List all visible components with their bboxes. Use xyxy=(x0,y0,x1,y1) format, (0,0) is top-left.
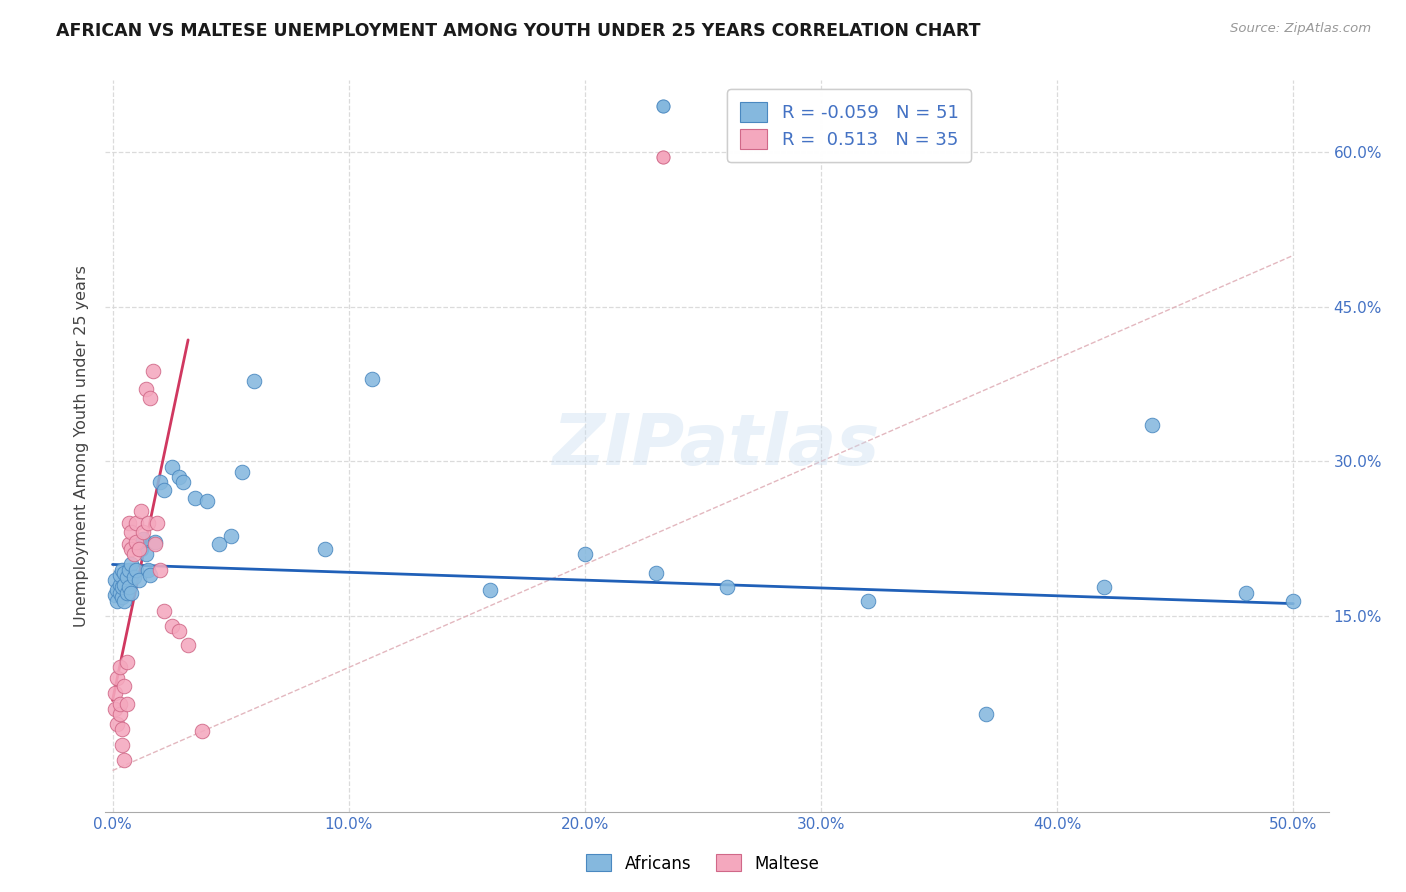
Point xyxy=(105,583,128,598)
Point xyxy=(184,491,207,505)
Point xyxy=(105,671,128,685)
Point xyxy=(142,364,165,378)
Point xyxy=(108,586,131,600)
Point xyxy=(143,537,166,551)
Point xyxy=(111,723,134,737)
Point xyxy=(108,567,131,582)
Text: Source: ZipAtlas.com: Source: ZipAtlas.com xyxy=(1230,22,1371,36)
Point xyxy=(104,588,127,602)
Point xyxy=(172,475,194,489)
Point xyxy=(105,717,128,731)
Point xyxy=(153,483,176,498)
Y-axis label: Unemployment Among Youth under 25 years: Unemployment Among Youth under 25 years xyxy=(75,265,90,627)
Point xyxy=(115,570,138,584)
Point xyxy=(177,638,200,652)
Point xyxy=(479,583,502,598)
Point xyxy=(111,591,134,605)
Point xyxy=(191,724,214,739)
Point xyxy=(115,697,138,711)
Point xyxy=(231,465,253,479)
Text: AFRICAN VS MALTESE UNEMPLOYMENT AMONG YOUTH UNDER 25 YEARS CORRELATION CHART: AFRICAN VS MALTESE UNEMPLOYMENT AMONG YO… xyxy=(56,22,981,40)
Point xyxy=(125,534,148,549)
Point xyxy=(716,580,738,594)
Point xyxy=(208,537,231,551)
Point xyxy=(108,660,131,674)
Point xyxy=(120,541,142,556)
Point xyxy=(314,541,336,556)
Point xyxy=(115,656,138,670)
Point xyxy=(112,679,135,693)
Point xyxy=(104,702,127,716)
Point xyxy=(243,374,266,388)
Point xyxy=(361,372,384,386)
Point xyxy=(132,532,155,546)
Point xyxy=(139,391,162,405)
Point xyxy=(129,504,152,518)
Point xyxy=(974,706,997,721)
Point xyxy=(136,563,159,577)
Point xyxy=(118,563,141,577)
Point xyxy=(125,516,148,531)
Point xyxy=(146,516,169,531)
Point xyxy=(120,586,142,600)
Point xyxy=(129,541,152,556)
Text: ZIPatlas: ZIPatlas xyxy=(554,411,880,481)
Point xyxy=(160,619,183,633)
Point xyxy=(112,593,135,607)
Point xyxy=(644,566,666,580)
Point xyxy=(105,593,128,607)
Point xyxy=(167,470,190,484)
Point xyxy=(139,567,162,582)
Point xyxy=(104,573,127,587)
Point xyxy=(1092,580,1115,594)
Point xyxy=(112,566,135,580)
Point xyxy=(135,547,157,561)
Point xyxy=(195,493,218,508)
Point xyxy=(112,753,135,767)
Point xyxy=(112,578,135,592)
Point xyxy=(108,697,131,711)
Point xyxy=(1234,586,1257,600)
Point xyxy=(118,580,141,594)
Point xyxy=(167,624,190,639)
Point xyxy=(136,516,159,531)
Point xyxy=(132,524,155,539)
Point xyxy=(108,706,131,721)
Point xyxy=(111,563,134,577)
Point xyxy=(219,528,242,542)
Point xyxy=(111,580,134,594)
Point xyxy=(149,475,172,489)
Point xyxy=(574,547,596,561)
Point xyxy=(118,516,141,531)
Point xyxy=(120,524,142,539)
Point xyxy=(856,593,879,607)
Point xyxy=(104,686,127,700)
Point xyxy=(160,459,183,474)
Point xyxy=(143,534,166,549)
Point xyxy=(118,537,141,551)
Point xyxy=(153,604,176,618)
Point xyxy=(108,578,131,592)
Point xyxy=(125,563,148,577)
Point xyxy=(122,570,145,584)
Point xyxy=(115,586,138,600)
Legend: Africans, Maltese: Africans, Maltese xyxy=(579,847,827,880)
Point xyxy=(135,382,157,396)
Point xyxy=(111,738,134,752)
Point xyxy=(128,541,150,556)
Point xyxy=(122,547,145,561)
Point xyxy=(1282,593,1305,607)
Legend: R = -0.059   N = 51, R =  0.513   N = 35: R = -0.059 N = 51, R = 0.513 N = 35 xyxy=(727,89,972,161)
Point xyxy=(120,558,142,572)
Point xyxy=(1140,418,1163,433)
Point xyxy=(149,563,172,577)
Point xyxy=(128,573,150,587)
